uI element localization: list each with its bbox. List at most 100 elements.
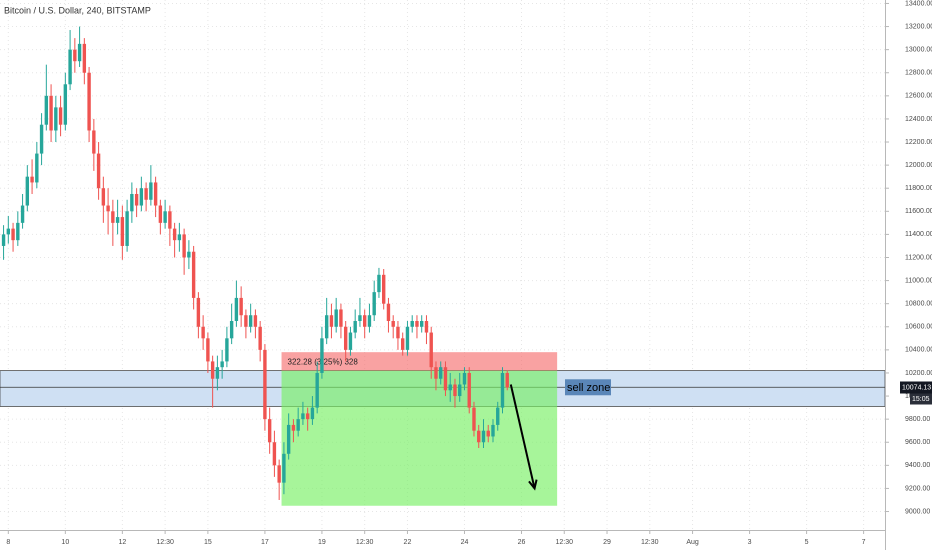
candle-body [125, 211, 129, 246]
candle-body [6, 228, 11, 235]
candle-body [353, 321, 357, 333]
candle-body [286, 424, 291, 454]
candle-body [182, 234, 186, 258]
candle-body [20, 205, 25, 223]
candle-body [191, 251, 196, 298]
candle-body [301, 413, 305, 420]
candle-body [415, 321, 419, 327]
candle-body [377, 274, 381, 293]
candle-body [343, 326, 348, 350]
y-tick-label: 12400.00 [905, 116, 932, 123]
candle-body [358, 315, 362, 322]
candle-body [334, 309, 338, 327]
candle-body [16, 222, 20, 241]
candle-body [329, 315, 334, 327]
candle-body [92, 130, 96, 154]
candle-body [420, 321, 424, 327]
y-tick-label: 9400.00 [905, 462, 930, 469]
arrow-head [528, 479, 538, 491]
candle-body [68, 49, 72, 85]
candle-body [315, 372, 319, 408]
candle-body [277, 465, 281, 483]
y-tick-label: 9800.00 [905, 416, 930, 423]
candle-body [439, 367, 443, 379]
candle-body [258, 326, 262, 350]
countdown-label: 15:05 [912, 396, 930, 403]
candle-body [39, 124, 44, 154]
candle-body [106, 205, 110, 212]
x-tick-label: 3 [748, 539, 752, 546]
candle-body [405, 326, 410, 350]
x-tick-label: 12:30 [641, 539, 659, 546]
candle-body [467, 372, 471, 408]
candle-body [101, 188, 106, 206]
y-tick-label: 10200.00 [905, 370, 932, 377]
candle-body [505, 372, 509, 388]
x-tick-label: 7 [862, 539, 866, 546]
candle-body [239, 297, 243, 316]
candle-body [320, 338, 324, 373]
candle-body [486, 430, 490, 437]
candle-body [139, 188, 144, 206]
x-tick-label: 12 [118, 539, 126, 546]
sell-zone-label: sell zone [567, 382, 610, 394]
x-tick-label: 29 [603, 539, 611, 546]
candle-body [291, 424, 296, 431]
y-tick-label: 11200.00 [905, 254, 932, 261]
candle-body [111, 211, 115, 223]
stop-box [281, 352, 558, 371]
y-tick-label: 9200.00 [905, 485, 930, 492]
candle-body [229, 321, 234, 339]
candle-body [144, 188, 148, 200]
overlay: 322.28 (3.25%) 328 [0, 352, 886, 506]
y-tick-label: 13400.00 [905, 0, 932, 7]
candle-body [324, 315, 329, 339]
candle-body [1, 234, 6, 246]
candle-body [248, 315, 253, 327]
candle-body [58, 107, 63, 125]
candle-body [386, 303, 391, 322]
x-tick-label: 26 [518, 539, 526, 546]
last-price-box [900, 381, 932, 394]
y-tick-label: 10800.00 [905, 301, 932, 308]
candle-body [25, 176, 30, 206]
candle-body [372, 292, 376, 316]
candle-body [453, 384, 457, 397]
candle-body [443, 367, 448, 391]
y-tick-label: 9000.00 [905, 508, 930, 515]
candle-body [462, 372, 467, 385]
candle-body [244, 315, 248, 327]
candle-body [491, 424, 495, 437]
candle-body [11, 228, 15, 241]
countdown-box [910, 393, 932, 405]
candle-body [253, 315, 258, 327]
candle-body [120, 217, 125, 246]
candle-body [210, 361, 215, 379]
last-price-label: 10074.13 [902, 384, 931, 391]
x-tick-label: 24 [461, 539, 469, 546]
candle-body [44, 95, 49, 125]
x-tick-label: 10 [61, 539, 69, 546]
candle-body [177, 234, 182, 241]
candle-body [220, 361, 224, 368]
candle-body [282, 453, 286, 483]
candle-body [339, 309, 343, 327]
candle-body [115, 217, 120, 223]
candle-body [77, 43, 82, 62]
candle-body [367, 315, 372, 327]
candle-body [272, 442, 277, 466]
candle-body [396, 326, 400, 339]
y-tick-label: 10400.00 [905, 347, 932, 354]
candle-body [153, 182, 158, 206]
candle-body [234, 297, 239, 322]
candle-body [30, 176, 34, 183]
candle-body [149, 182, 153, 200]
x-tick-label: 12:30 [555, 539, 573, 546]
candle-body [410, 321, 414, 327]
y-tick-label: 10600.00 [905, 324, 932, 331]
y-tick-label: 13200.00 [905, 23, 932, 30]
candle-body [63, 84, 68, 125]
candle-body [225, 338, 229, 362]
y-tick-label: 12800.00 [905, 70, 932, 77]
candle-body [54, 107, 58, 131]
